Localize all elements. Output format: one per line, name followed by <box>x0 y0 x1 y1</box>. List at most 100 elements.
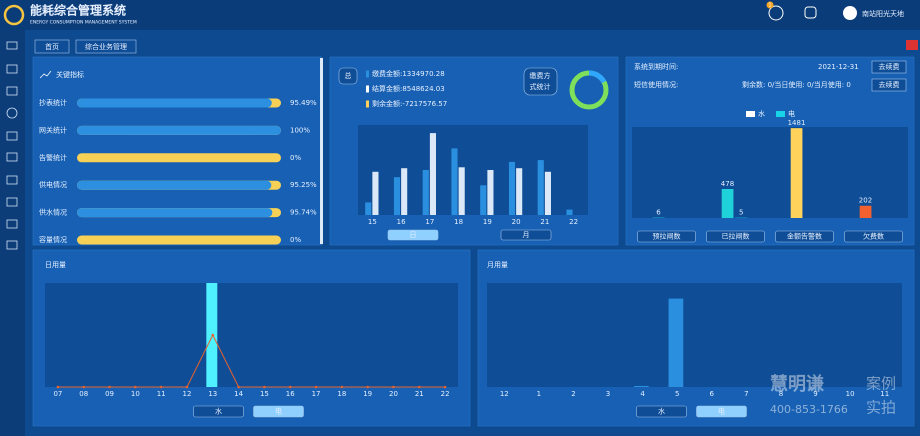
x-tick-label: 22 <box>441 390 450 398</box>
indicator-value: 0% <box>290 154 301 162</box>
avatar[interactable] <box>843 6 857 20</box>
sidebar <box>0 30 25 436</box>
bar <box>458 167 465 215</box>
indicator-name: 告警统计 <box>39 153 67 162</box>
category-label[interactable]: 欠费数 <box>863 232 884 241</box>
indicator-value: 95.49% <box>290 99 317 107</box>
payment-line: 剩余金额:-7217576.57 <box>372 99 447 108</box>
chart-title: 日用量 <box>45 261 66 269</box>
value-label: 202 <box>859 197 872 205</box>
toggle-button[interactable] <box>193 405 244 418</box>
tab-label[interactable]: 首页 <box>45 42 59 51</box>
tab[interactable] <box>34 39 70 54</box>
line <box>57 333 446 388</box>
point <box>366 385 369 389</box>
toggle-label[interactable]: 水 <box>658 407 665 416</box>
category-label[interactable]: 金额告警数 <box>787 232 822 241</box>
badge <box>766 1 774 9</box>
progress-fill <box>77 98 272 108</box>
bar <box>537 160 544 215</box>
logo <box>3 4 25 26</box>
renew-label[interactable]: 去续费 <box>879 62 900 71</box>
x-tick-label: 19 <box>363 390 372 398</box>
category-label[interactable]: 预拉闸数 <box>653 232 681 241</box>
x-tick-label: 1 <box>537 390 541 398</box>
x-tick-label: 15 <box>368 218 377 226</box>
indicator-value: 95.74% <box>290 209 317 217</box>
category-button[interactable] <box>706 230 765 243</box>
watermark-tag: 实拍 <box>866 399 896 417</box>
bar <box>668 298 684 387</box>
period-button[interactable] <box>387 229 439 241</box>
x-tick-label: 10 <box>131 390 140 398</box>
payment-line: 结算金额:8548624.03 <box>372 84 445 93</box>
renew-label[interactable]: 去续费 <box>879 80 900 89</box>
x-tick-label: 9 <box>813 390 817 398</box>
x-tick-label: 11 <box>880 390 889 398</box>
user-name[interactable]: 南站阳光天地 <box>862 9 904 18</box>
toggle-button[interactable] <box>253 405 304 418</box>
toggle-label[interactable]: 电 <box>718 407 725 416</box>
toggle-button[interactable] <box>636 405 687 418</box>
tab-label[interactable]: 综合业务管理 <box>85 42 127 51</box>
x-tick-label: 13 <box>208 390 217 398</box>
x-tick-label: 17 <box>312 390 321 398</box>
toggle-button[interactable] <box>696 405 747 418</box>
x-tick-label: 12 <box>183 390 192 398</box>
legend-swatch <box>366 100 369 108</box>
bar <box>401 168 408 215</box>
badge-count: 1 <box>768 3 771 9</box>
app-title: 能耗综合管理系统 <box>30 3 126 18</box>
x-tick-label: 07 <box>53 390 62 398</box>
trend-icon <box>39 70 52 79</box>
period-button[interactable] <box>500 229 552 241</box>
bar <box>721 189 734 218</box>
method-button[interactable] <box>523 67 558 96</box>
legend-swatch <box>366 70 369 78</box>
watermark-phone: 400-853-1766 <box>770 403 848 416</box>
payment-line: 缴费金额:1334970.28 <box>372 69 445 78</box>
lock-icon[interactable] <box>804 6 817 19</box>
value-label: 478 <box>721 180 734 188</box>
value-label: 6 <box>656 209 661 217</box>
toggle-label[interactable]: 水 <box>215 407 222 416</box>
plot-area <box>358 125 588 215</box>
toggle-label[interactable]: 电 <box>275 407 282 416</box>
method-label[interactable]: 式统计 <box>530 82 551 91</box>
panel-title: 关键指标 <box>56 70 84 79</box>
x-tick-label: 09 <box>105 390 114 398</box>
renew-button[interactable] <box>871 60 907 74</box>
plot-area <box>45 283 458 387</box>
plot-area <box>487 283 902 387</box>
period-label[interactable]: 日 <box>410 231 417 239</box>
bar <box>859 205 872 218</box>
x-tick-label: 18 <box>454 218 463 226</box>
category-button[interactable] <box>637 230 696 243</box>
period-label[interactable]: 月 <box>523 231 530 239</box>
tab[interactable] <box>75 39 137 54</box>
close-tab[interactable] <box>906 40 918 50</box>
x-tick-label: 3 <box>606 390 610 398</box>
x-tick-label: 17 <box>425 218 434 226</box>
category-label[interactable]: 已拉闸数 <box>722 232 750 241</box>
point <box>417 385 421 389</box>
category-button[interactable] <box>844 230 903 243</box>
total-label: 总 <box>345 71 352 80</box>
value-label: 1481 <box>788 119 806 127</box>
bar <box>566 209 573 215</box>
progress-track <box>77 235 281 245</box>
renew-button[interactable] <box>871 78 907 92</box>
expiry-label: 系统到期时间: <box>634 62 678 71</box>
bar <box>393 177 401 215</box>
x-tick-label: 11 <box>157 390 166 398</box>
indicator-value: 0% <box>290 236 301 244</box>
sidebar-icons <box>6 41 18 250</box>
method-label[interactable]: 缴费方 <box>530 71 551 80</box>
x-tick-label: 18 <box>337 390 346 398</box>
point <box>82 385 86 389</box>
category-button[interactable] <box>775 230 834 243</box>
plot-area <box>632 127 908 218</box>
bar <box>429 133 436 215</box>
x-tick-label: 20 <box>512 218 521 226</box>
alert-icon[interactable] <box>768 5 784 21</box>
